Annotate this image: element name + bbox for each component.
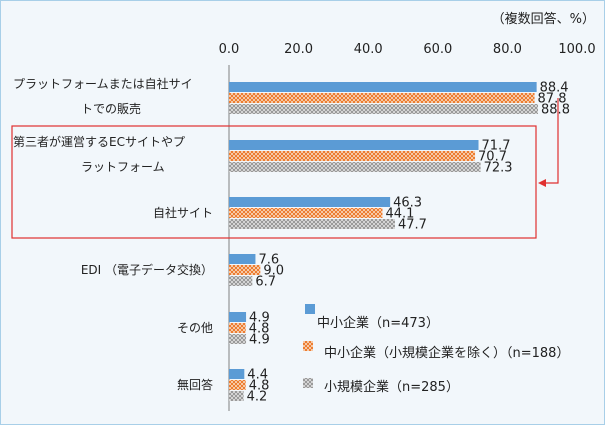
bar [229,208,383,218]
annotation-arrow-line [546,98,559,184]
x-tick-label: 100.0 [558,42,595,57]
bar [229,276,253,286]
bar [229,219,395,229]
data-label: 88.4 [540,81,569,96]
legend-marker [303,378,313,388]
bar [229,391,244,401]
category-label: EDI （電子データ交換） [81,262,213,277]
bar [229,93,535,103]
category-label: その他 [177,321,213,335]
bar [229,151,476,161]
legend-marker [305,304,315,314]
data-label: 7.6 [258,253,279,268]
bar [229,312,247,322]
x-tick-label: 40.0 [354,42,383,57]
data-label: 4.9 [249,311,270,326]
category-label: ラットフォーム [81,160,165,174]
data-label: 71.7 [482,139,511,154]
x-tick-label: 0.0 [219,42,240,57]
data-label: 47.7 [398,218,427,233]
category-label: トでの販売 [81,101,141,116]
bar [229,334,247,344]
category-label: 無回答 [177,377,213,392]
bar [229,254,256,264]
category-label: 自社サイト [153,205,213,220]
bar [229,162,481,172]
data-label: 88.8 [541,103,570,118]
bar [229,323,246,333]
bar [229,369,245,379]
unit-note: （複数回答、%） [492,11,595,27]
data-label: 44.1 [385,207,414,222]
legend-label: 中小企業（小規模企業を除く）（n=188） [324,345,569,361]
bar [229,380,246,390]
legend-label: 中小企業（n=473） [317,315,439,331]
bar [229,140,479,150]
data-label: 4.4 [247,368,268,383]
data-label: 6.7 [255,275,276,290]
x-tick-label: 80.0 [493,42,522,57]
data-label: 46.3 [393,196,422,211]
data-label: 4.2 [247,390,268,405]
legend-label: 小規模企業（n=285） [324,379,459,395]
legend-marker [303,341,313,351]
bar [229,265,261,275]
data-label: 4.8 [249,322,270,337]
data-label: 70.7 [478,150,507,165]
annotation-arrowhead [538,179,546,187]
bar [229,197,391,207]
category-label: 第三者が運営するECサイトやプ [13,134,185,149]
bar [229,104,539,114]
data-label: 72.3 [484,161,513,176]
category-label: プラットフォームまたは自社サイ [13,76,193,91]
data-label: 4.8 [249,379,270,394]
x-tick-label: 60.0 [423,42,452,57]
bar [229,82,537,92]
data-label: 87.8 [538,92,567,107]
highlight-box [11,125,537,239]
data-label: 9.0 [263,264,284,279]
data-label: 4.9 [249,333,270,348]
x-tick-label: 20.0 [284,42,313,57]
